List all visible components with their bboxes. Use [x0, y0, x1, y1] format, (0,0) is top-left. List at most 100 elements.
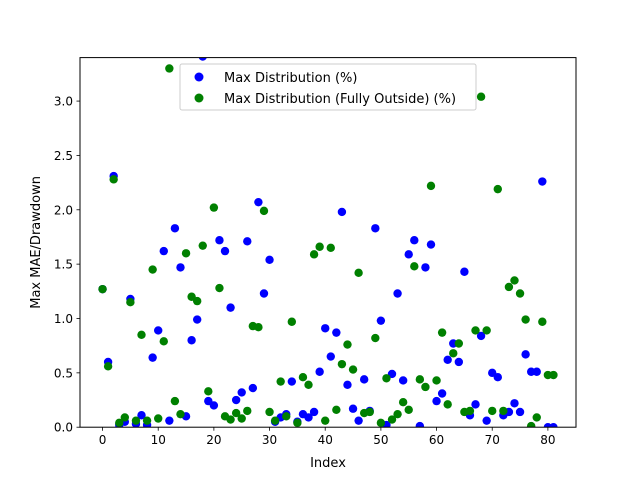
data-point-series-0 [471, 400, 480, 409]
data-point-series-1 [270, 416, 280, 425]
y-tick-label: 2.0 [54, 203, 73, 217]
data-point-series-1 [454, 339, 464, 348]
data-point-series-0 [410, 236, 419, 245]
data-point-series-0 [159, 246, 168, 256]
data-point-series-0 [287, 377, 297, 386]
data-point-series-1 [426, 181, 436, 191]
data-point-series-0 [515, 407, 525, 417]
legend-label-max-distribution: Max Distribution (%) [224, 71, 357, 86]
data-point-series-1 [348, 365, 358, 374]
data-point-series-0 [187, 336, 196, 345]
data-point-series-0 [532, 367, 541, 376]
data-point-series-1 [410, 262, 419, 271]
data-point-series-1 [192, 296, 202, 306]
data-point-series-1 [476, 92, 486, 101]
data-point-series-1 [521, 315, 530, 324]
data-point-series-1 [510, 276, 519, 285]
data-point-series-0 [421, 263, 430, 272]
data-point-series-1 [298, 373, 308, 382]
data-point-series-0 [343, 380, 352, 389]
data-point-series-0 [432, 396, 441, 406]
plot-area-frame [79, 57, 577, 428]
x-tick-label: 70 [485, 433, 500, 447]
data-point-series-1 [315, 242, 324, 251]
data-points [98, 57, 558, 428]
data-point-series-0 [154, 326, 163, 335]
data-point-series-1 [293, 418, 302, 428]
data-point-series-0 [454, 357, 464, 367]
data-point-series-0 [259, 289, 269, 298]
data-point-series-0 [165, 416, 174, 425]
data-point-series-1 [337, 359, 347, 369]
data-point-series-0 [215, 236, 224, 245]
x-axis-label: Index [310, 456, 346, 471]
data-point-series-1 [499, 406, 508, 416]
data-point-series-0 [398, 376, 408, 385]
data-point-series-0 [354, 416, 363, 425]
data-point-series-1 [504, 282, 514, 292]
data-point-series-1 [131, 416, 141, 425]
data-point-series-1 [115, 418, 124, 428]
data-point-series-1 [493, 184, 502, 194]
data-point-series-0 [309, 407, 319, 417]
data-point-series-1 [437, 328, 447, 337]
data-point-series-0 [510, 399, 519, 408]
data-point-series-1 [165, 64, 174, 73]
data-point-series-0 [265, 255, 274, 264]
data-point-series-0 [237, 388, 246, 397]
data-point-series-1 [482, 326, 491, 335]
data-point-series-1 [120, 413, 130, 422]
data-point-series-0 [243, 237, 252, 246]
x-tick-label: 50 [373, 433, 388, 447]
data-point-series-0 [326, 352, 335, 361]
data-point-series-0 [348, 404, 358, 413]
data-point-series-0 [521, 350, 530, 359]
data-point-series-1 [137, 330, 146, 339]
data-point-series-1 [354, 268, 363, 278]
data-point-series-1 [154, 414, 163, 423]
data-point-series-0 [254, 197, 263, 207]
x-tick-label: 20 [206, 433, 221, 447]
legend: Max Distribution (%) Max Distribution (F… [179, 63, 477, 111]
data-point-series-0 [426, 240, 436, 249]
data-point-series-0 [315, 367, 324, 376]
y-tick-label: 0.0 [54, 421, 73, 435]
y-tick-label: 0.5 [54, 366, 73, 380]
data-point-series-0 [220, 246, 230, 256]
data-point-series-1 [98, 284, 107, 294]
data-point-series-0 [359, 375, 369, 384]
data-point-series-0 [337, 207, 347, 217]
legend-label-max-distribution-fully-outside: Max Distribution (Fully Outside) (%) [224, 92, 456, 107]
data-point-series-1 [488, 406, 497, 416]
data-point-series-0 [209, 401, 219, 410]
data-point-series-0 [304, 413, 313, 422]
data-point-series-0 [482, 416, 491, 425]
y-tick-label: 1.0 [54, 312, 73, 326]
data-point-series-0 [231, 395, 241, 405]
data-point-series-1 [231, 408, 241, 418]
data-point-series-1 [421, 382, 430, 392]
data-point-series-1 [343, 340, 352, 349]
data-point-series-1 [254, 322, 263, 332]
data-point-series-1 [126, 297, 135, 307]
data-point-series-1 [215, 283, 224, 293]
data-point-series-1 [176, 409, 185, 419]
data-point-series-1 [142, 416, 152, 425]
data-point-series-1 [371, 333, 380, 343]
data-point-series-1 [198, 241, 207, 250]
data-point-series-1 [404, 405, 413, 415]
y-tick-label: 1.5 [54, 258, 73, 272]
x-tick-label: 30 [262, 433, 277, 447]
data-point-series-1 [148, 265, 157, 274]
data-point-series-1 [549, 370, 558, 380]
data-point-series-1 [304, 380, 313, 389]
data-point-series-1 [443, 400, 452, 409]
y-axis-label: Max MAE/Drawdown [29, 176, 44, 309]
data-point-series-1 [382, 374, 391, 383]
data-point-series-0 [437, 389, 447, 398]
data-point-series-1 [276, 377, 285, 386]
data-point-series-1 [465, 406, 475, 416]
data-point-series-0 [248, 383, 258, 393]
data-point-series-1 [538, 317, 547, 326]
